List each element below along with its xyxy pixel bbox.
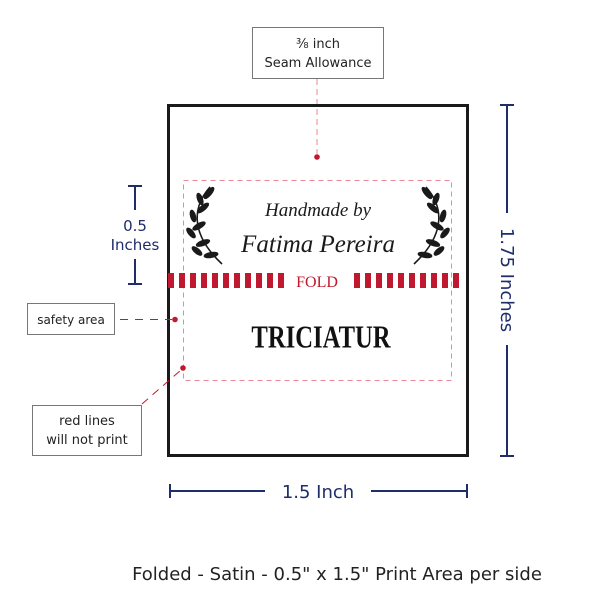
redlines-callout-box [32, 405, 142, 456]
redlines-leader-dot [180, 365, 186, 371]
fold-stripe [267, 273, 273, 288]
fold-label: FOLD [296, 274, 338, 291]
caption: Folded - Satin - 0.5" x 1.5" Print Area … [132, 564, 542, 585]
fold-stripe [365, 273, 371, 288]
height-dimension-label: 1.75 Inches [496, 228, 517, 332]
fold-line [168, 273, 459, 288]
label-line2: Fatima Pereira [240, 231, 395, 258]
laurel-branch-right-icon [413, 186, 450, 265]
half-inch-label-line1: 0.5 [123, 217, 147, 235]
fold-stripe [409, 273, 415, 288]
safety-callout-label: safety area [37, 313, 105, 327]
fold-stripe [201, 273, 207, 288]
half-inch-label-line2: Inches [111, 236, 160, 254]
safety-callout-box [27, 303, 115, 335]
height-dimension [500, 104, 514, 457]
half-inch-bracket [128, 185, 142, 285]
width-dimension-label: 1.5 Inch [282, 482, 354, 503]
fold-stripe [442, 273, 448, 288]
fold-stripe [398, 273, 404, 288]
fold-stripe [234, 273, 240, 288]
redlines-leader-line [141, 369, 182, 405]
fold-stripe [256, 273, 262, 288]
fold-stripe [212, 273, 218, 288]
width-dimension [169, 484, 468, 498]
redlines-callout-line2: will not print [46, 433, 128, 448]
fold-stripe [376, 273, 382, 288]
label-line1: Handmade by [264, 200, 372, 221]
fold-stripe [354, 273, 360, 288]
safety-leader-dot [172, 316, 178, 323]
fold-stripe [453, 273, 459, 288]
fold-stripe [179, 273, 185, 288]
laurel-branch-left-icon [186, 186, 223, 265]
brand-text: TRICIATUR [251, 321, 391, 356]
fold-stripe [245, 273, 251, 288]
fold-stripe [190, 273, 196, 288]
fold-stripe [168, 273, 174, 288]
fold-stripe [223, 273, 229, 288]
redlines-callout-line1: red lines [59, 414, 115, 429]
fold-stripe [387, 273, 393, 288]
seam-callout-box [252, 27, 384, 79]
fold-stripe [420, 273, 426, 288]
fold-stripe [431, 273, 437, 288]
seam-callout-line1: ⅜ inch [296, 37, 340, 52]
seam-leader-dot [314, 154, 320, 160]
fold-stripe [278, 273, 284, 288]
seam-callout-line2: Seam Allowance [264, 56, 371, 71]
